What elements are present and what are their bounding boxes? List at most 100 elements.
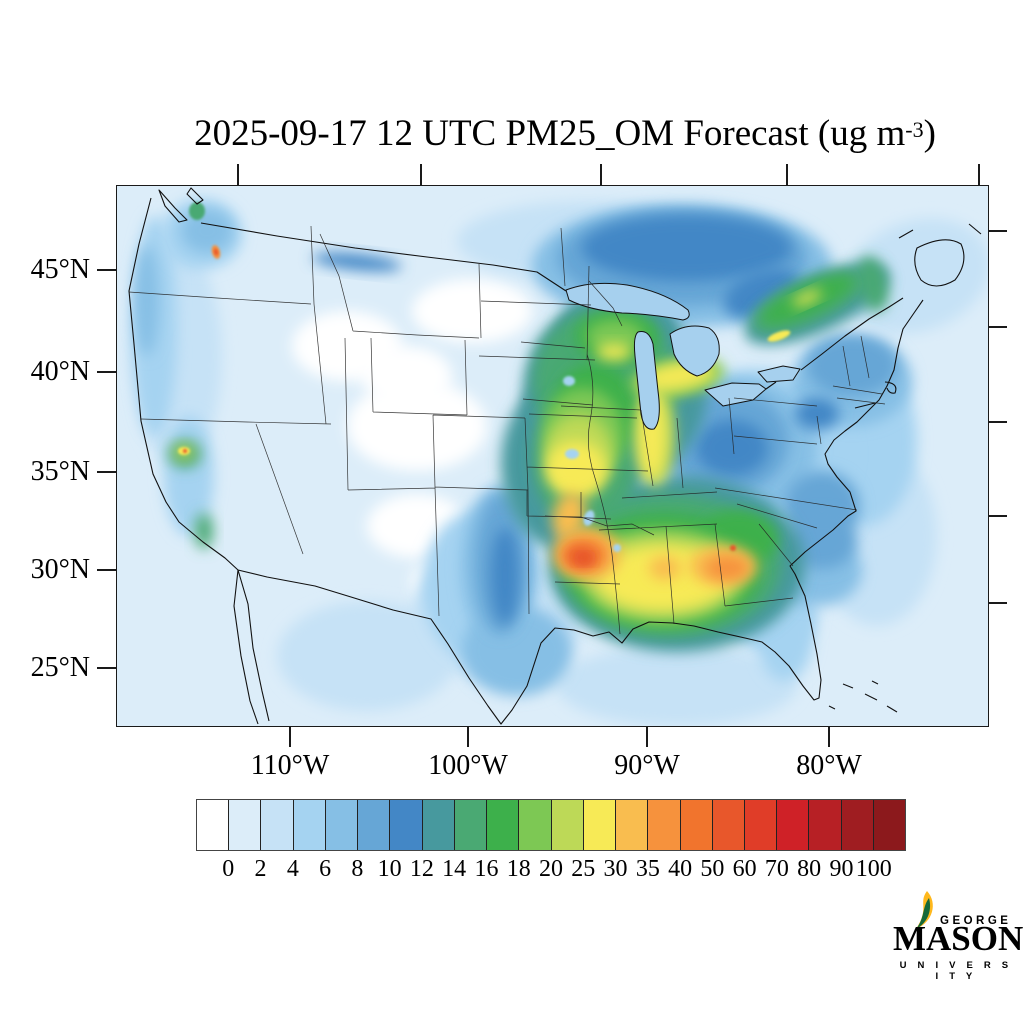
colorbar-cell-14 [648,800,681,850]
field-region-iowa-yellow-spot [596,344,632,360]
lon-label-0: 110°W [250,750,330,781]
gmu-logo-university: U N I V E R S I T Y [899,960,1013,982]
colorbar-label-35: 35 [635,856,660,882]
long-island-capecod [854,381,897,409]
colorbar-cell-13 [616,800,649,850]
lat-label-0: 45°N [30,254,90,285]
colorbar-label-25: 25 [571,856,596,882]
lon-tick-top-3 [786,164,788,185]
field-region-nplains-clean [412,279,532,343]
lake-huron [669,325,720,377]
colorbar-cell-20 [841,800,874,850]
lat-label-4: 25°N [30,652,90,683]
lake-michigan [633,331,660,430]
state-borders-layer [128,225,886,635]
colorbar-label-90: 90 [829,856,854,882]
colorbar-cell-8 [454,800,488,850]
map-svg [117,186,988,726]
field-region-secoast-mid [787,513,857,569]
title-exponent: -3 [905,117,924,142]
colorbar-cell-19 [809,800,842,850]
st-lawrence [765,297,904,390]
lon-label-1: 100°W [428,750,508,781]
lat-tick-left-3 [97,569,116,571]
great-lakes-layer [565,282,801,430]
lat-tick-left-4 [97,667,116,669]
colorbar-cell-11 [551,800,584,850]
colorbar-label-70: 70 [764,856,789,882]
colorbar-label-50: 50 [700,856,725,882]
field-region-missouri-yellow [546,441,606,497]
coastline-layer [128,187,982,725]
field-region-tx-coast [462,606,572,696]
field-region-pa-spot [795,398,839,430]
colorbar-cell-9 [487,800,520,850]
nova-scotia [898,223,982,287]
field-region-ca-valley-red-speck [183,449,187,453]
field-region-tx-band-inner [491,528,519,624]
colorbar-cell-5 [358,800,391,850]
field-region-puget-core [181,209,233,253]
field-region-mississippi-lake [613,544,621,552]
gmu-flame-icon [916,891,933,929]
lake-ontario [757,365,801,383]
colorbar-label-14: 14 [442,856,467,882]
lat-label-2: 35°N [30,456,90,487]
colorbar-label-30: 30 [603,856,628,882]
state-borders [128,225,886,635]
lon-tick-bottom-0 [289,726,291,747]
colorbar-label-100: 100 [855,856,892,882]
canada-border [200,222,567,292]
lon-tick-top-0 [237,164,239,185]
colorbar-label-6: 6 [319,856,332,882]
lat-tick-left-0 [97,269,116,271]
field-region-ny-newengland [807,336,897,396]
colorbar-label-16: 16 [474,856,499,882]
colorbar-label-4: 4 [286,856,299,882]
lon-label-2: 90°W [614,750,680,781]
colorbar-cell-3 [293,800,326,850]
lat-tick-left-1 [97,371,116,373]
field-region-ozark-orange-arm [552,492,586,540]
colorbar-cell-12 [583,800,617,850]
figure-title: 2025-09-17 12 UTC PM25_OM Forecast (ug m… [100,112,1024,155]
colorbar-label-0: 0 [222,856,235,882]
field-region-wyoming-clean [362,346,452,406]
colorbar-cell-16 [712,800,745,850]
baja-peninsula [233,569,270,725]
lat-tick-right-3 [988,515,1007,517]
colorbar-label-18: 18 [506,856,531,882]
colorbar-cell-0 [197,800,230,850]
colorbar-label-10: 10 [377,856,402,882]
field-region-georgia-orange2 [705,556,749,580]
field-region-minnesota-lakes [563,376,575,386]
colorbar-label-40: 40 [668,856,693,882]
colorbar-cell-17 [744,800,778,850]
colorbar-cell-18 [777,800,810,850]
colorbar-cell-21 [873,800,906,850]
lat-tick-right-4 [988,602,1007,604]
colorbar-cell-7 [422,800,455,850]
field-region-seattle-green [189,202,205,220]
colorbar-label-2: 2 [254,856,267,882]
lon-tick-top-2 [600,164,602,185]
colorbar-cell-10 [519,800,552,850]
bahamas [828,680,898,713]
colorbar-cell-6 [390,800,423,850]
colorbar-label-20: 20 [539,856,563,882]
field-region-wa-hotspot-red [213,248,219,256]
colorbar-label-12: 12 [409,856,434,882]
field-region-ontario-core [582,215,792,281]
us-coastline [128,197,924,725]
title-close: ) [923,113,936,154]
colorbar-label-8: 8 [351,856,364,882]
lon-tick-top-1 [420,164,422,185]
forecast-map [116,185,989,727]
lon-label-3: 80°W [796,750,862,781]
lat-tick-right-2 [988,421,1007,423]
field-region-ohio-core [696,420,768,476]
field-region-ca-southvalley-green [195,513,213,549]
gmu-logo: GEORGE MASON U N I V E R S I T Y [893,891,1023,985]
concentration-field [132,199,988,726]
